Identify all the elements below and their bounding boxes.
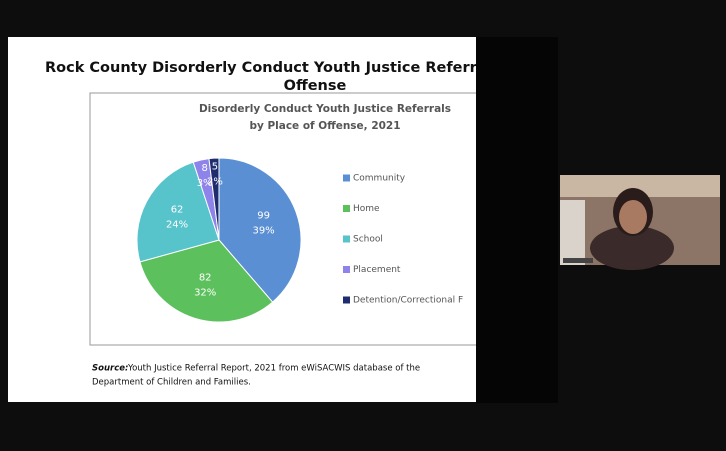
legend-label: Placement xyxy=(353,265,401,275)
legend-swatch xyxy=(343,266,350,273)
webcam-wall xyxy=(560,200,585,265)
source-text: Youth Justice Referral Report, 2021 from… xyxy=(127,364,420,374)
source-label: Source: xyxy=(92,364,128,374)
legend-label: Detention/Correctional F xyxy=(353,296,463,306)
webcam-person-face xyxy=(619,200,647,234)
slice-count: 82 xyxy=(199,273,212,284)
slice-percent: 2% xyxy=(207,177,223,188)
chart-title: Disorderly Conduct Youth Justice Referra… xyxy=(199,103,451,115)
slide-title: Rock County Disorderly Conduct Youth Jus… xyxy=(45,60,487,76)
slice-percent: 24% xyxy=(166,220,188,231)
source-text: Department of Children and Families. xyxy=(92,378,251,388)
slice-count: 62 xyxy=(171,205,184,216)
slice-percent: 39% xyxy=(252,225,274,236)
slice-count: 8 xyxy=(201,163,207,174)
legend-swatch xyxy=(343,205,350,212)
slide-title: Offense xyxy=(284,78,347,94)
screen: Rock County Disorderly Conduct Youth Jus… xyxy=(0,0,726,447)
legend-swatch xyxy=(343,297,350,304)
webcam-tile[interactable] xyxy=(560,175,720,270)
slice-percent: 32% xyxy=(194,288,216,299)
slice-count: 99 xyxy=(257,210,270,221)
page: Rock County Disorderly Conduct Youth Jus… xyxy=(0,0,726,447)
chart-title: by Place of Offense, 2021 xyxy=(249,120,400,132)
webcam-name-tag xyxy=(563,258,593,263)
legend-label: School xyxy=(353,235,383,245)
legend-label: Home xyxy=(353,204,380,214)
slice-count: 5 xyxy=(212,162,218,173)
legend-swatch xyxy=(343,236,350,243)
legend-swatch xyxy=(343,175,350,182)
legend-label: Community xyxy=(353,174,406,184)
share-overlay xyxy=(476,37,558,403)
